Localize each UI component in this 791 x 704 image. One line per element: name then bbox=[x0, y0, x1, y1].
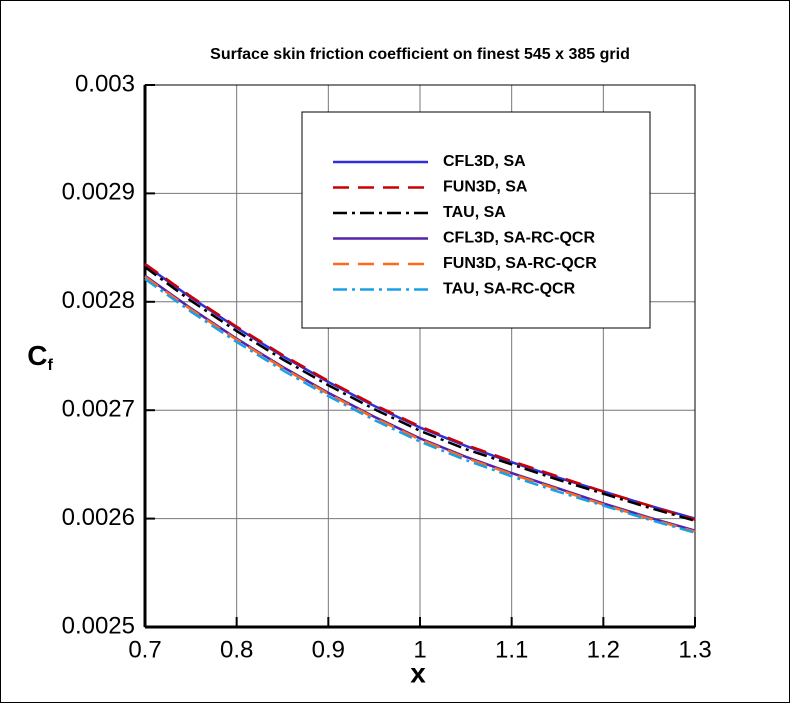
y-tick-label: 0.0029 bbox=[62, 179, 135, 206]
series-line bbox=[144, 266, 696, 522]
x-tick-label: 1.2 bbox=[587, 636, 620, 663]
y-tick-label: 0.0027 bbox=[62, 396, 135, 423]
y-label-sub: f bbox=[47, 357, 53, 374]
series-line bbox=[144, 278, 696, 534]
chart-title: Surface skin friction coefficient on fin… bbox=[210, 46, 630, 63]
legend-label: FUN3D, SA-RC-QCR bbox=[443, 255, 597, 272]
x-tick-label: 1 bbox=[413, 636, 426, 663]
legend-label: TAU, SA bbox=[443, 204, 506, 221]
x-axis-label: x bbox=[410, 657, 426, 688]
legend-label: TAU, SA-RC-QCR bbox=[443, 281, 576, 298]
legend-label: CFL3D, SA bbox=[443, 153, 526, 170]
y-label-main: C bbox=[27, 340, 47, 371]
legend-label: FUN3D, SA bbox=[443, 179, 528, 196]
y-tick-label: 0.0025 bbox=[62, 612, 135, 639]
x-tick-label: 1.3 bbox=[678, 636, 711, 663]
legend-box bbox=[301, 111, 651, 329]
legend-label: CFL3D, SA-RC-QCR bbox=[443, 230, 595, 247]
x-tick-label: 0.9 bbox=[312, 636, 345, 663]
y-tick-label: 0.003 bbox=[75, 70, 135, 97]
y-tick-label: 0.0026 bbox=[62, 504, 135, 531]
series-line bbox=[144, 262, 696, 521]
legend: CFL3D, SA FUN3D, SA TAU, SA CFL3D, SA-RC-QC… bbox=[301, 111, 651, 329]
x-tick-label: 1.1 bbox=[495, 636, 528, 663]
x-tick-label: 0.8 bbox=[220, 636, 253, 663]
x-tick-label: 0.7 bbox=[128, 636, 161, 663]
y-axis-label: Cf bbox=[27, 340, 53, 374]
y-tick-label: 0.0028 bbox=[62, 287, 135, 314]
